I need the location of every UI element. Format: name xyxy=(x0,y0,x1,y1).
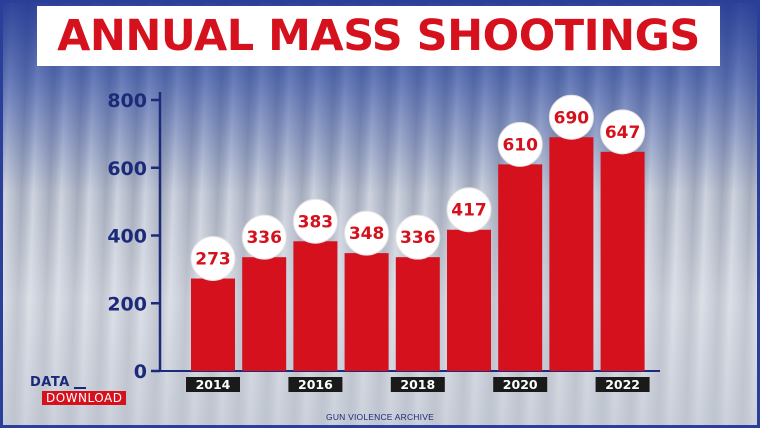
data-label: 417 xyxy=(451,201,487,221)
data-label-bubble xyxy=(344,210,390,256)
bars xyxy=(191,137,645,371)
data-label-bubble xyxy=(395,214,441,260)
data-label: 273 xyxy=(195,250,231,270)
x-tick-label: 2016 xyxy=(298,377,333,392)
bar xyxy=(395,257,440,371)
x-tick-label: 2014 xyxy=(196,377,231,392)
data-label: 348 xyxy=(349,224,385,244)
data-label-bubble xyxy=(446,187,492,233)
y-tick-label: 600 xyxy=(107,158,147,180)
x-tick-bg xyxy=(493,377,548,392)
bar xyxy=(600,151,645,371)
bar xyxy=(498,164,543,371)
data-label-bubble xyxy=(548,94,594,140)
x-tick-bg xyxy=(595,377,650,392)
data-label: 610 xyxy=(502,135,538,155)
x-tick-label: 2020 xyxy=(503,377,538,392)
source-credit: GUN VIOLENCE ARCHIVE xyxy=(326,412,434,422)
bar xyxy=(344,253,389,371)
logo-underscore xyxy=(74,387,86,389)
data-download-logo: DATA DOWNLOAD xyxy=(30,375,160,407)
data-label: 383 xyxy=(298,212,334,232)
logo-text-bottom: DOWNLOAD xyxy=(42,391,127,405)
y-tick-label: 0 xyxy=(134,361,147,383)
bar xyxy=(293,241,338,371)
data-label: 690 xyxy=(554,108,590,128)
logo-text-top: DATA xyxy=(30,375,70,390)
x-tick-bg xyxy=(186,377,240,392)
data-label: 647 xyxy=(605,123,641,143)
data-label-bubble xyxy=(497,121,543,167)
x-axis: 2014 2016 2018 2020 2022 xyxy=(186,377,650,392)
data-label-bubble xyxy=(190,236,236,282)
data-label-bubble xyxy=(292,198,338,244)
title-banner: ANNUAL MASS SHOOTINGS xyxy=(37,6,720,66)
bar xyxy=(549,137,594,371)
x-tick-label: 2018 xyxy=(400,377,435,392)
y-tick-label: 400 xyxy=(107,226,147,248)
x-tick-bg xyxy=(390,377,445,392)
y-tick-label: 200 xyxy=(107,293,147,315)
y-tick-label: 800 xyxy=(107,90,147,112)
data-label: 336 xyxy=(400,228,436,248)
bar xyxy=(242,257,287,371)
x-tick-label: 2022 xyxy=(605,377,640,392)
bar xyxy=(191,278,235,371)
data-label: 336 xyxy=(246,228,282,248)
bar xyxy=(447,229,491,371)
data-labels: 273 336 383 348 336 417 610 690 647 xyxy=(190,94,646,282)
data-label-bubble xyxy=(600,109,646,155)
data-label-bubble xyxy=(241,214,287,260)
x-tick-bg xyxy=(288,377,343,392)
chart-title: ANNUAL MASS SHOOTINGS xyxy=(57,11,700,61)
